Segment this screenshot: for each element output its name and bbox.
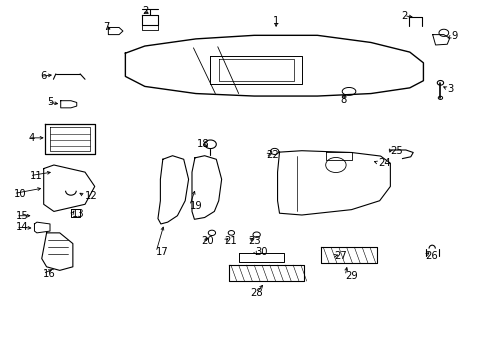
Text: 12: 12	[85, 191, 98, 201]
Text: 2: 2	[400, 11, 407, 21]
Text: 3: 3	[447, 84, 453, 94]
Text: 27: 27	[334, 251, 346, 261]
Text: 5: 5	[47, 97, 54, 107]
Polygon shape	[125, 35, 423, 96]
Text: 15: 15	[16, 211, 29, 221]
Text: 25: 25	[389, 146, 402, 156]
Text: 29: 29	[345, 271, 357, 281]
Text: 16: 16	[42, 269, 55, 279]
Text: 4: 4	[28, 133, 34, 143]
Text: 23: 23	[247, 237, 260, 247]
Text: 30: 30	[255, 247, 267, 257]
Text: 2: 2	[142, 6, 149, 17]
Text: 13: 13	[72, 209, 84, 219]
Text: 21: 21	[224, 237, 236, 247]
Text: 8: 8	[340, 95, 346, 105]
Text: 28: 28	[250, 288, 263, 297]
Text: 10: 10	[14, 189, 26, 199]
Text: 20: 20	[201, 237, 214, 247]
Text: 7: 7	[102, 22, 109, 32]
Text: 26: 26	[425, 251, 437, 261]
Text: 18: 18	[197, 139, 209, 149]
Text: 14: 14	[16, 222, 28, 232]
Text: 22: 22	[266, 150, 279, 160]
Text: 1: 1	[272, 16, 279, 26]
Text: 9: 9	[450, 31, 457, 41]
Text: 11: 11	[30, 171, 42, 181]
Text: 19: 19	[189, 201, 202, 211]
Text: 17: 17	[156, 247, 168, 257]
Text: 6: 6	[40, 71, 46, 81]
Text: 24: 24	[377, 158, 390, 168]
